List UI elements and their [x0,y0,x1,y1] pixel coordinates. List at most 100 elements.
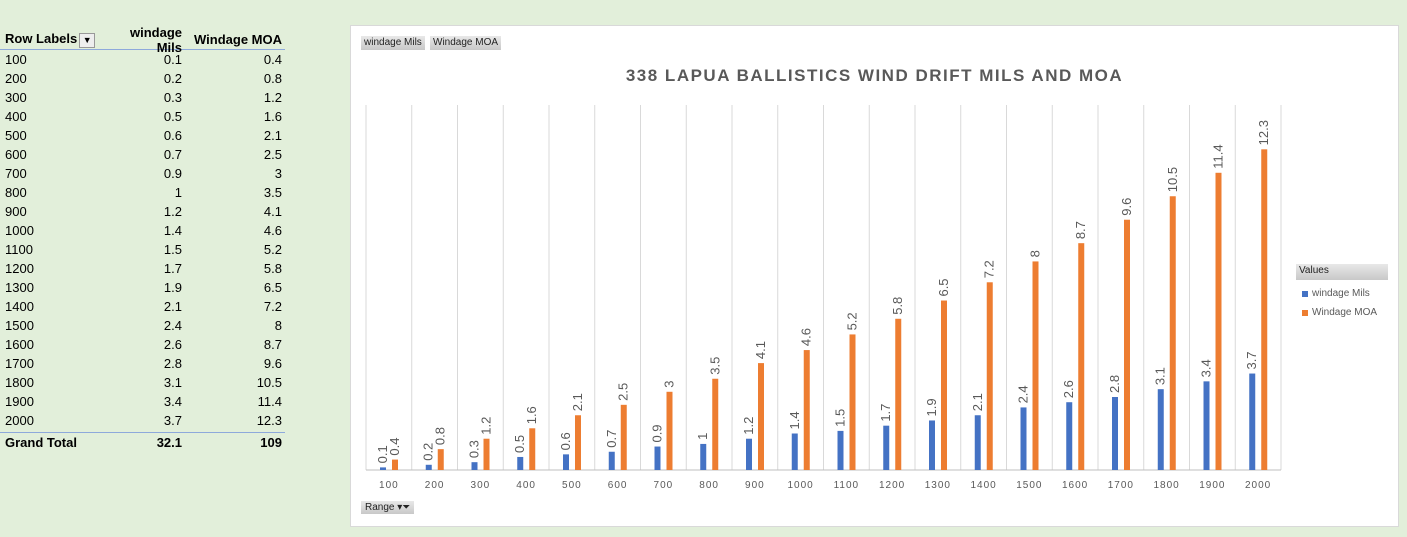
pivot-row: 100 0.1 0.4 [0,50,285,69]
legend: Values windage Mils Windage MOA [1296,264,1388,318]
mils-value: 2.1 [163,299,182,314]
x-tick-label: 1900 [1199,480,1225,491]
data-label: 3.7 [1244,351,1259,369]
bar-moa [758,363,764,470]
pivot-row: 1400 2.1 7.2 [0,297,285,316]
legend-swatch-mils [1302,290,1308,297]
bar-moa [1078,243,1085,470]
x-tick-label: 2000 [1245,480,1271,491]
moa-value: 6.5 [263,280,282,295]
moa-value: 5.8 [263,261,282,276]
data-label: 7.2 [982,260,997,278]
x-tick-label: 1300 [925,480,951,491]
data-label: 1.5 [833,409,848,427]
bar-moa [529,428,536,470]
row-label: 1100 [5,242,33,257]
bar-moa [483,438,490,470]
mils-value: 0.2 [163,71,182,86]
bar-moa [437,449,444,470]
grand-total-moa: 109 [260,435,282,450]
range-field-button[interactable]: Range ▾⏷ [361,501,415,514]
pivot-row: 1600 2.6 8.7 [0,335,285,354]
grand-total-mils: 32.1 [156,435,182,450]
moa-value: 12.3 [256,413,282,428]
field-button-mils[interactable]: windage Mils [361,36,425,50]
moa-value: 2.5 [263,147,282,162]
pivot-row: 1900 3.4 11.4 [0,392,285,411]
pivot-row: 700 0.9 3 [0,164,285,183]
filter-icon[interactable]: ▼ [79,32,96,48]
x-tick-label: 200 [425,480,445,491]
row-label: 800 [5,185,27,200]
data-label: 11.4 [1211,144,1226,168]
data-label: 3.4 [1199,359,1214,377]
data-label: 2.6 [1061,380,1076,398]
pivot-row: 1500 2.4 8 [0,316,285,335]
plot-area: 100 0.10.4 200 0.20.8 300 0.3 1.2 400 0.5 1.6 500 0… [365,105,1282,491]
data-label: 10.5 [1165,167,1180,192]
field-button-moa[interactable]: Windage MOA [430,36,502,50]
moa-value: 11.4 [257,394,282,409]
pivot-row: 1000 1.4 4.6 [0,221,285,240]
x-tick-label: 1200 [879,480,905,491]
pivot-row: 900 1.2 4.1 [0,202,285,221]
chart[interactable]: windage Mils Windage MOA 338 LAPUA BALLI… [350,25,1399,527]
bar-mils [883,425,890,470]
data-label: 8 [1028,250,1043,257]
row-label: 1800 [5,375,34,390]
moa-value: 5.2 [263,242,282,257]
data-label: 0.5 [512,435,527,453]
legend-item-mils: windage Mils [1296,288,1388,299]
bar-moa [849,334,856,470]
data-label: 5.2 [845,312,860,330]
bar-moa [1215,172,1222,471]
legend-title[interactable]: Values [1296,264,1388,280]
bar-mils [1112,397,1118,470]
mils-value: 1.5 [163,242,182,257]
mils-value: 3.4 [163,394,182,409]
mils-header: windage Mils [129,24,182,55]
row-label: 700 [5,166,27,181]
legend-label-moa: Windage MOA [1312,307,1378,318]
moa-header: Windage MOA [194,32,282,47]
data-label: 1.9 [924,398,939,416]
row-label: 600 [5,147,27,162]
moa-value: 7.2 [263,299,282,314]
bar-moa [803,350,810,470]
data-label: 3.5 [707,357,722,375]
bar-moa [392,459,398,470]
moa-value: 8.7 [263,337,282,352]
mils-value: 1.7 [163,261,182,276]
data-label: 1.2 [479,417,494,435]
moa-value: 4.6 [263,223,282,238]
mils-value: 0.1 [163,52,182,67]
pivot-table: Row Labels ▼ windage Mils Windage MOA 100… [0,25,285,452]
data-label: 1.4 [787,411,802,429]
data-label: 2.1 [970,393,985,411]
data-label: 0.4 [387,437,402,455]
row-labels-text: Row Labels [5,31,78,47]
pivot-row: 300 0.3 1.2 [0,88,285,107]
pivot-header-row: Row Labels ▼ windage Mils Windage MOA [0,25,285,55]
data-label: 2.1 [570,393,585,411]
mils-value: 3.1 [163,375,182,390]
x-tick-label: 1800 [1154,480,1180,491]
data-label: 0.1 [375,445,390,463]
data-label: 4.1 [753,341,768,359]
data-label: 0.2 [421,443,436,461]
data-label: 0.6 [558,432,573,450]
mils-value: 1.9 [163,280,182,295]
data-label: 2.8 [1107,375,1122,393]
pivot-row: 2000 3.7 12.3 [0,411,285,430]
data-label: 0.3 [467,440,482,458]
row-labels-header[interactable]: Row Labels ▼ [0,31,105,48]
data-label: 3.1 [1153,367,1168,385]
chart-title: 338 LAPUA BALLISTICS WIND DRIFT MILS AND… [625,66,1124,85]
bar-mils [1020,407,1027,470]
x-tick-label: 1400 [971,480,997,491]
data-label: 1.6 [524,406,539,424]
pivot-row: 200 0.2 0.8 [0,69,285,88]
mils-value: 0.7 [163,147,182,162]
pivot-row: 400 0.5 1.6 [0,107,285,126]
data-label: 6.5 [936,278,951,296]
